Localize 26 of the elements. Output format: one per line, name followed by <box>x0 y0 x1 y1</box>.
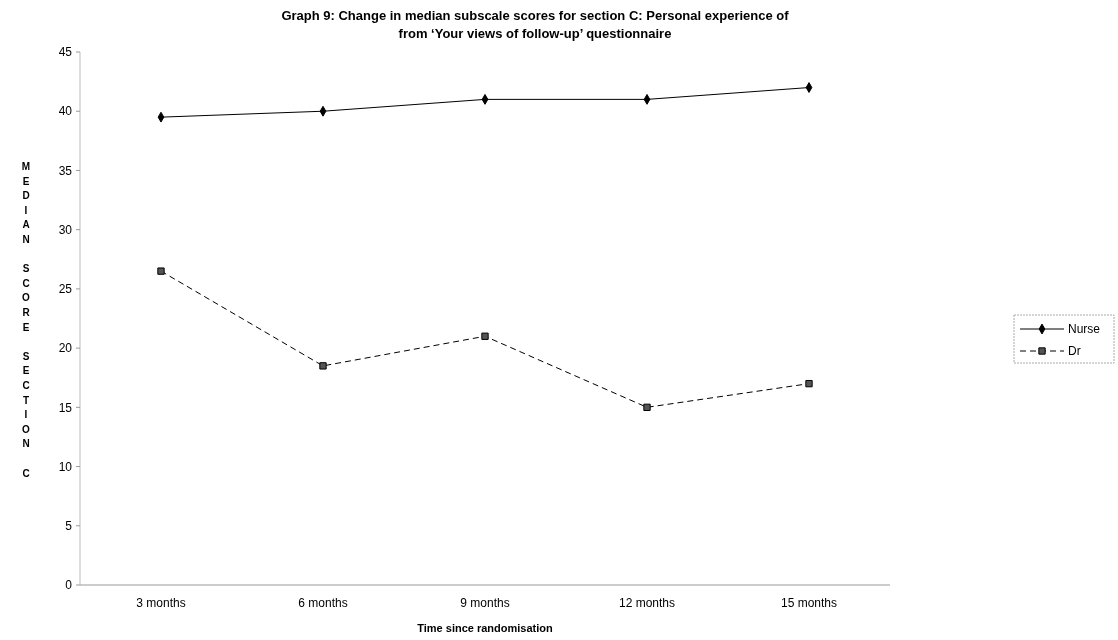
y-tick-label: 0 <box>65 578 73 593</box>
y-tick-label: 25 <box>58 282 73 297</box>
point <box>805 379 813 388</box>
chart-title: Graph 9: Change in median subscale scores for section C: Personal experience of from ‘Your views of follow-up’ questionnaire <box>281 8 790 41</box>
point <box>157 267 165 275</box>
point <box>805 82 813 93</box>
y-tick-label: 15 <box>58 400 73 415</box>
x-axis-title: Time since randomisation <box>417 622 554 634</box>
y-tick-label: 45 <box>58 45 73 60</box>
point <box>319 362 327 370</box>
legend-label: Nurse <box>1068 322 1101 337</box>
y-tick-label: 40 <box>58 104 73 119</box>
y-tick-label: 10 <box>58 459 73 474</box>
legend-label: Dr <box>1068 344 1081 359</box>
y-tick-label: 5 <box>65 518 73 533</box>
point <box>643 403 651 411</box>
x-tick-label: 6 months <box>298 596 348 610</box>
text: MEDIAN SCORE SECTION C <box>21 161 31 479</box>
x-tick-label: 3 months <box>136 596 186 610</box>
point <box>481 332 489 340</box>
x-tick-label: 12 months <box>618 596 676 610</box>
x-tick-label: 9 months <box>460 596 510 610</box>
y-tick-label: 30 <box>58 222 73 237</box>
y-tick-label: 35 <box>58 163 73 178</box>
y-tick-label: 20 <box>58 341 73 356</box>
x-tick-label: 15 months <box>780 596 838 610</box>
